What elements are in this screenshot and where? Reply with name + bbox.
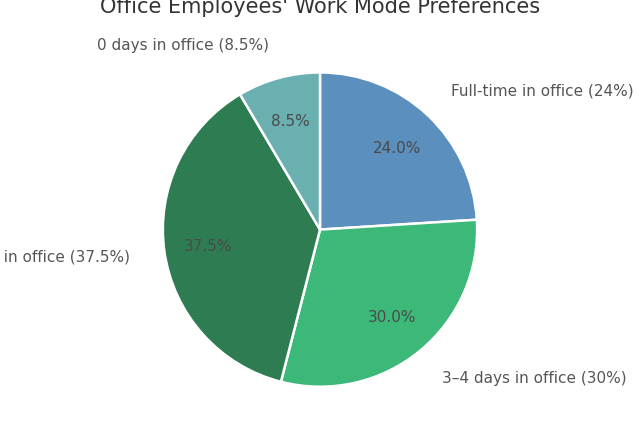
Title: Office Employees' Work Mode Preferences: Office Employees' Work Mode Preferences	[100, 0, 540, 17]
Text: 8.5%: 8.5%	[271, 114, 310, 129]
Wedge shape	[163, 95, 320, 382]
Text: 0 days in office (8.5%): 0 days in office (8.5%)	[97, 38, 269, 53]
Text: 24.0%: 24.0%	[373, 140, 422, 155]
Wedge shape	[320, 73, 477, 230]
Text: 30.0%: 30.0%	[368, 310, 417, 325]
Text: Full-time in office (24%): Full-time in office (24%)	[451, 83, 634, 98]
Text: 37.5%: 37.5%	[184, 239, 232, 253]
Wedge shape	[281, 220, 477, 387]
Text: 1–2 days in office (37.5%): 1–2 days in office (37.5%)	[0, 250, 130, 265]
Wedge shape	[240, 73, 320, 230]
Text: 3–4 days in office (30%): 3–4 days in office (30%)	[442, 370, 627, 385]
